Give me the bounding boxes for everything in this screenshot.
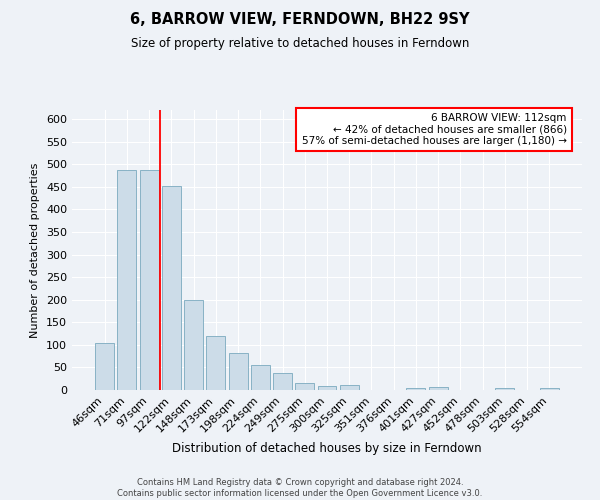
Bar xyxy=(251,365,270,390)
Bar xyxy=(496,388,514,390)
X-axis label: Distribution of detached houses by size in Ferndown: Distribution of detached houses by size … xyxy=(172,442,482,455)
Text: Size of property relative to detached houses in Ferndown: Size of property relative to detached ho… xyxy=(131,38,469,51)
Bar xyxy=(406,388,425,390)
Text: Contains HM Land Registry data © Crown copyright and database right 2024.
Contai: Contains HM Land Registry data © Crown c… xyxy=(118,478,482,498)
Bar xyxy=(540,388,559,390)
Bar xyxy=(140,170,158,390)
Bar xyxy=(273,373,292,390)
Y-axis label: Number of detached properties: Number of detached properties xyxy=(31,162,40,338)
Bar xyxy=(162,186,181,390)
Bar xyxy=(340,386,359,390)
Bar xyxy=(184,300,203,390)
Bar xyxy=(95,342,114,390)
Bar xyxy=(206,336,225,390)
Bar xyxy=(229,353,248,390)
Bar xyxy=(295,383,314,390)
Bar xyxy=(317,386,337,390)
Text: 6, BARROW VIEW, FERNDOWN, BH22 9SY: 6, BARROW VIEW, FERNDOWN, BH22 9SY xyxy=(130,12,470,28)
Bar xyxy=(429,388,448,390)
Text: 6 BARROW VIEW: 112sqm
← 42% of detached houses are smaller (866)
57% of semi-det: 6 BARROW VIEW: 112sqm ← 42% of detached … xyxy=(302,113,567,146)
Bar xyxy=(118,170,136,390)
